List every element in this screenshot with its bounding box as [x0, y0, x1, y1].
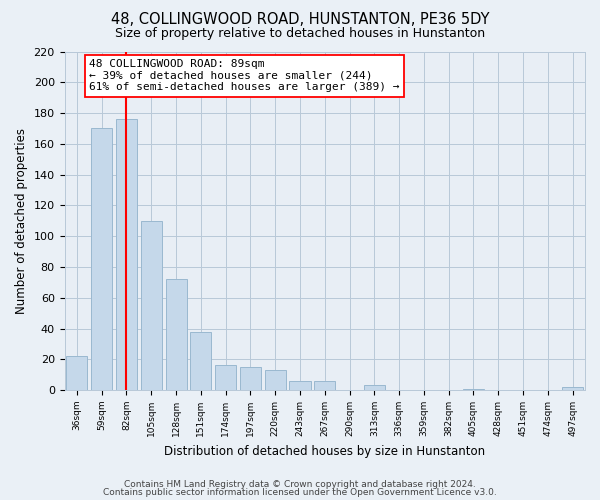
Y-axis label: Number of detached properties: Number of detached properties: [15, 128, 28, 314]
Bar: [116, 119, 137, 390]
Text: Contains public sector information licensed under the Open Government Licence v3: Contains public sector information licen…: [103, 488, 497, 497]
Bar: [364, 386, 385, 390]
Bar: [215, 366, 236, 390]
Bar: [562, 387, 583, 390]
Bar: [190, 332, 211, 390]
Bar: [463, 388, 484, 390]
Bar: [166, 280, 187, 390]
Bar: [141, 221, 162, 390]
Text: 48, COLLINGWOOD ROAD, HUNSTANTON, PE36 5DY: 48, COLLINGWOOD ROAD, HUNSTANTON, PE36 5…: [111, 12, 489, 28]
Bar: [91, 128, 112, 390]
Bar: [289, 381, 311, 390]
X-axis label: Distribution of detached houses by size in Hunstanton: Distribution of detached houses by size …: [164, 444, 485, 458]
Bar: [265, 370, 286, 390]
Text: Size of property relative to detached houses in Hunstanton: Size of property relative to detached ho…: [115, 28, 485, 40]
Text: 48 COLLINGWOOD ROAD: 89sqm
← 39% of detached houses are smaller (244)
61% of sem: 48 COLLINGWOOD ROAD: 89sqm ← 39% of deta…: [89, 59, 400, 92]
Bar: [67, 356, 88, 390]
Bar: [240, 367, 261, 390]
Text: Contains HM Land Registry data © Crown copyright and database right 2024.: Contains HM Land Registry data © Crown c…: [124, 480, 476, 489]
Bar: [314, 381, 335, 390]
